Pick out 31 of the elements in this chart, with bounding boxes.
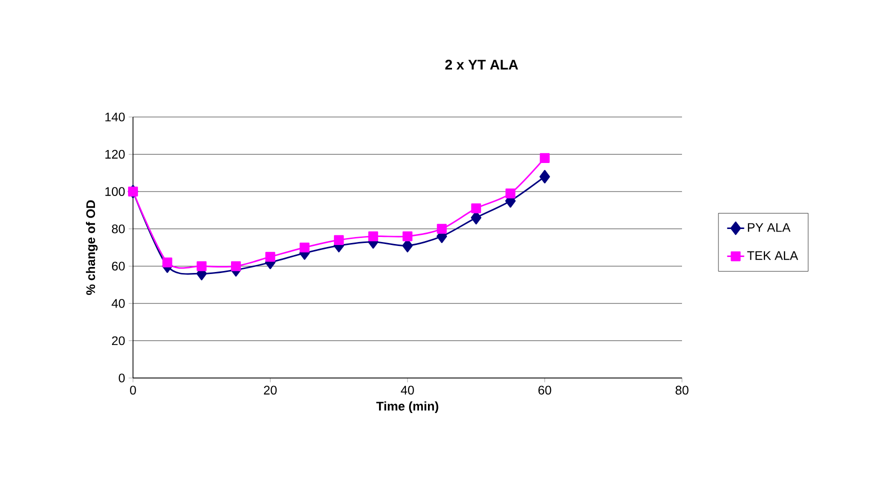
x-axis-title: Time (min) — [376, 401, 438, 414]
point — [436, 224, 447, 234]
y-tick-label: 60 — [112, 262, 125, 271]
y-tick-label: 80 — [112, 224, 125, 234]
legend-label: PY ALA — [748, 223, 790, 232]
point — [368, 231, 378, 242]
point — [402, 231, 412, 242]
chart-title: 2 x YT ALA — [445, 60, 518, 70]
x-tick-label: 80 — [676, 386, 688, 395]
y-tick-label: 140 — [105, 112, 125, 122]
point — [506, 188, 516, 198]
y-tick-label: 40 — [112, 299, 125, 308]
point — [540, 153, 550, 163]
x-tick-label: 40 — [400, 386, 414, 395]
point — [196, 261, 207, 272]
legend-label: TEK ALA — [747, 251, 798, 260]
y-tick-label: 20 — [112, 336, 125, 346]
point — [162, 257, 172, 268]
x-tick-label: 0 — [130, 386, 136, 395]
point — [300, 242, 310, 252]
y-tick-label: 120 — [105, 150, 125, 159]
x-tick-label: 60 — [538, 386, 552, 395]
point — [231, 261, 241, 272]
point — [540, 170, 550, 184]
point — [471, 203, 482, 214]
y-tick-label: 100 — [105, 187, 125, 196]
point — [334, 235, 344, 245]
x-tick-label: 20 — [264, 386, 277, 395]
y-axis-title: % change of OD — [86, 200, 98, 295]
point — [265, 252, 276, 262]
y-tick-label: 0 — [118, 374, 125, 382]
